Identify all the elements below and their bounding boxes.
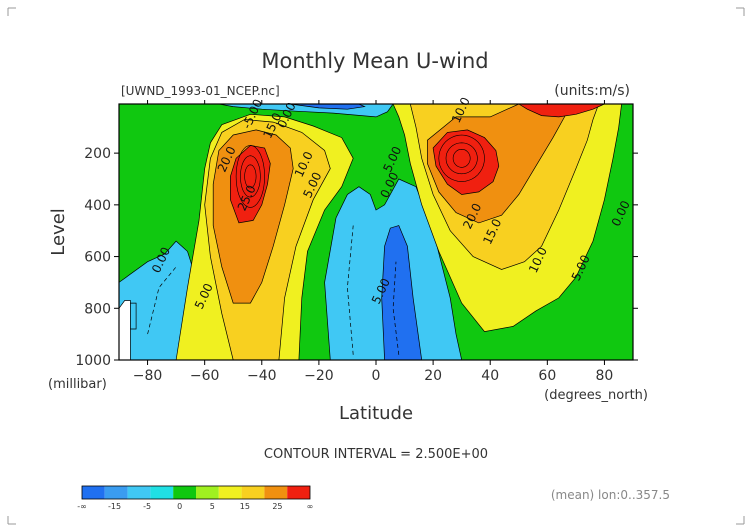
colorbar-tick-label: -15 (108, 502, 121, 511)
colorbar-swatch (241, 486, 265, 499)
contour-line (244, 164, 257, 189)
colorbar-swatch (150, 486, 174, 499)
x-tick-label: 20 (424, 368, 442, 384)
plot-area: -5.00 0.0015.020.025.010.05.000.005.005.0… (118, 95, 634, 361)
colorbar-frame (81, 485, 311, 500)
contour-fills (118, 103, 622, 361)
colorbar-swatch (287, 486, 310, 499)
contour-fill-region (118, 300, 131, 361)
x-tick-label: 0 (372, 368, 381, 384)
y-tick-label: 1000 (75, 353, 111, 369)
contour-interval: CONTOUR INTERVAL = 2.500E+00 (264, 447, 488, 462)
colorbar-swatch (173, 486, 196, 499)
contour-fill-region (432, 129, 500, 195)
negative-contour-line (347, 225, 354, 355)
colorbar-tick-label: 25 (272, 502, 282, 511)
colorbar-tick-label: 0 (177, 502, 182, 511)
contour-fill-region (230, 145, 271, 224)
colorbar-tick-label: 15 (240, 502, 250, 511)
contour-lines (147, 134, 485, 355)
colorbar-tick-label: -5 (143, 502, 151, 511)
y-tick-label: 800 (84, 301, 111, 317)
colorbar-swatch (218, 486, 242, 499)
x-tick-label: −80 (133, 368, 163, 384)
colorbar-swatch (82, 486, 105, 499)
contour-line (445, 142, 478, 175)
contour-line (235, 145, 265, 208)
negative-contour-line (392, 261, 400, 355)
colorbar-swatch (127, 486, 151, 499)
dataset-label: [UWND_1993-01_NCEP.nc] (121, 84, 280, 98)
x-axis-label: Latitude (339, 403, 413, 424)
contour-fill-region (381, 225, 423, 361)
y-axis-units: (millibar) (48, 377, 107, 392)
y-tick-label: 600 (84, 250, 111, 266)
y-tick-label: 200 (84, 146, 111, 162)
colorbar-tick-label: ∞ (307, 502, 314, 511)
x-tick-label: −60 (190, 368, 220, 384)
contour-line (438, 134, 485, 182)
contour-fill-region (130, 302, 137, 330)
contour-line (452, 148, 471, 168)
x-tick-label: 40 (481, 368, 499, 384)
corner-marks (7, 7, 745, 525)
footnote: (mean) lon:0..357.5 (551, 488, 670, 502)
x-axis: −80 −60 −40 −20 0 20 40 60 80 (133, 100, 614, 384)
x-tick-label: −40 (247, 368, 277, 384)
colorbar-tick-label: -∞ (77, 502, 87, 511)
colorbar-tick-label: 5 (210, 502, 215, 511)
x-tick-label: 80 (596, 368, 614, 384)
y-axis: 200 400 600 800 1000 (75, 146, 638, 369)
colorbar: -∞ -15 -5 0 5 15 25 ∞ (77, 485, 314, 511)
x-tick-label: 60 (538, 368, 556, 384)
units-label: (units:m/s) (554, 83, 630, 99)
y-tick-label: 400 (84, 198, 111, 214)
contour-line (240, 155, 261, 198)
colorbar-swatch (104, 486, 128, 499)
colorbar-swatch (264, 486, 288, 499)
colorbar-swatch (196, 486, 219, 499)
chart-title: Monthly Mean U-wind (261, 49, 488, 73)
y-axis-label: Level (48, 208, 69, 256)
contour-fill-region (517, 103, 605, 118)
x-axis-units: (degrees_north) (544, 388, 648, 403)
x-tick-label: −20 (304, 368, 334, 384)
negative-contour-line (147, 266, 177, 335)
